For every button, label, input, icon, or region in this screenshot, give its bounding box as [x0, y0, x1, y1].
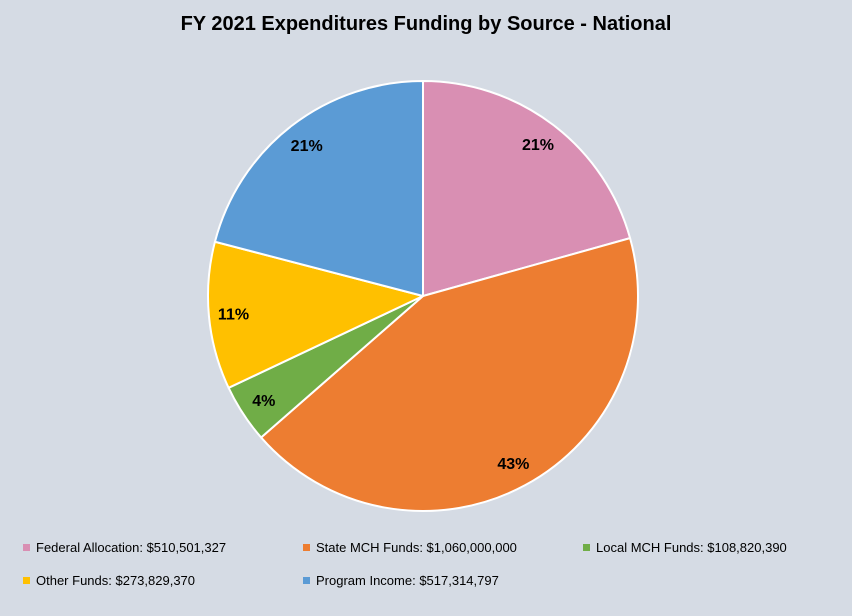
legend-item-program-income: Program Income: $517,314,797	[303, 564, 583, 597]
pie-slice-federal-allocation	[422, 80, 632, 297]
legend-swatch-local-mch-funds	[583, 544, 590, 551]
legend-swatch-state-mch-funds	[303, 544, 310, 551]
legend: Federal Allocation: $510,501,327 State MC…	[23, 531, 852, 597]
percent-label-program-income: 21%	[291, 138, 323, 155]
pie-slice-program-income	[213, 80, 424, 297]
legend-label-state-mch-funds: State MCH Funds: $1,060,000,000	[316, 540, 517, 555]
chart-title: FY 2021 Expenditures Funding by Source -…	[180, 13, 672, 35]
legend-label-federal-allocation: Federal Allocation: $510,501,327	[36, 540, 227, 555]
legend-label-local-mch-funds: Local MCH Funds: $108,820,390	[596, 540, 787, 555]
percent-label-other-funds: 11%	[218, 306, 249, 323]
legend-item-federal-allocation: Federal Allocation: $510,501,327	[23, 531, 303, 564]
legend-swatch-other-funds	[23, 577, 30, 584]
percent-label-local-mch-funds: 4%	[252, 393, 275, 410]
percent-label-federal-allocation: 21%	[522, 137, 554, 154]
legend-label-program-income: Program Income: $517,314,797	[316, 573, 499, 588]
legend-item-other-funds: Other Funds: $273,829,370	[23, 564, 303, 597]
legend-swatch-federal-allocation	[23, 544, 30, 551]
legend-item-state-mch-funds: State MCH Funds: $1,060,000,000	[303, 531, 583, 564]
pie-slice-other-funds	[207, 240, 424, 389]
percent-label-state-mch-funds: 43%	[497, 456, 529, 473]
legend-swatch-program-income	[303, 577, 310, 584]
pie-slice-state-mch-funds	[260, 237, 639, 512]
legend-item-local-mch-funds: Local MCH Funds: $108,820,390	[583, 531, 852, 564]
legend-label-other-funds: Other Funds: $273,829,370	[36, 573, 196, 588]
